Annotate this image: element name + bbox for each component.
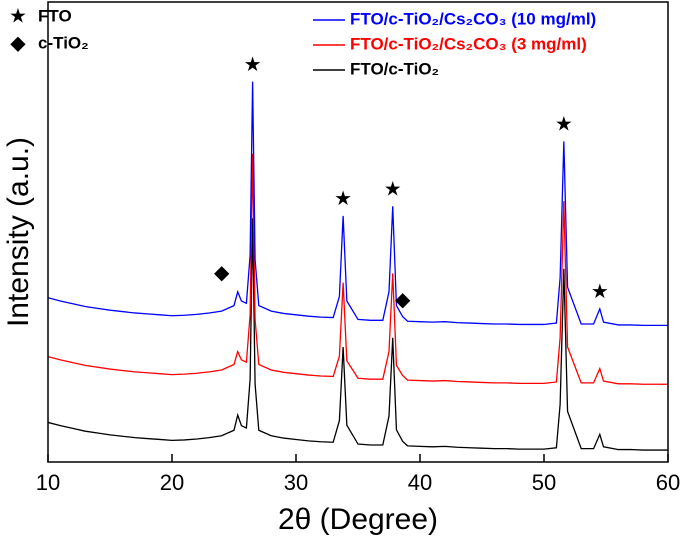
legend-label: FTO/c-TiO₂/Cs₂CO₃ (3 mg/ml) — [350, 34, 587, 53]
peak-marker: ★ — [244, 54, 262, 76]
peak-marker: ★ — [555, 114, 573, 136]
legend-label: FTO/c-TiO₂/Cs₂CO₃ (10 mg/ml) — [350, 9, 596, 28]
series-line — [47, 81, 668, 327]
x-tick-label: 30 — [284, 470, 308, 495]
peak-marker: ★ — [591, 281, 609, 303]
peak-marker: ◆ — [395, 289, 411, 311]
series-line — [47, 153, 668, 385]
legend-label: c-TiO₂ — [38, 33, 89, 52]
peak-marker: ◆ — [214, 262, 230, 284]
x-tick-label: 50 — [532, 470, 556, 495]
y-axis-label: Intensity (a.u.) — [2, 137, 35, 327]
legend-label: FTO/c-TiO₂ — [350, 59, 439, 78]
x-axis-label: 2θ (Degree) — [278, 503, 438, 536]
x-tick-label: 60 — [656, 470, 680, 495]
legend-symbol: ★ — [9, 5, 27, 27]
legend-label: FTO — [38, 6, 72, 25]
peak-marker: ★ — [334, 188, 352, 210]
plot-frame — [47, 1, 669, 463]
x-tick-label: 10 — [36, 470, 60, 495]
x-tick-label: 20 — [160, 470, 184, 495]
peak-marker: ★ — [384, 179, 402, 201]
legend-symbol: ◆ — [10, 32, 26, 54]
series-line — [47, 218, 668, 451]
x-tick-label: 40 — [408, 470, 432, 495]
